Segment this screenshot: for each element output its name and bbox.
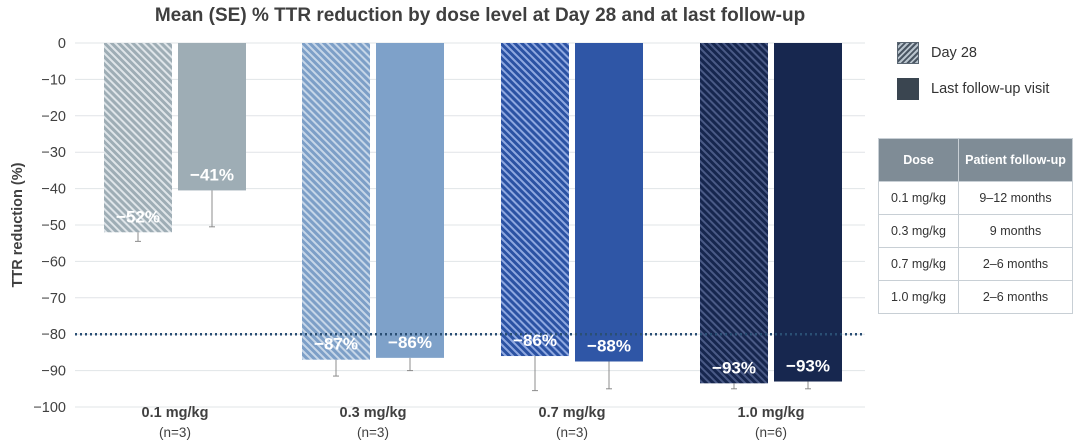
data-label: −86% [388, 333, 432, 352]
data-label: −93% [712, 358, 756, 377]
x-category-label: 1.0 mg/kg [738, 405, 805, 421]
table-header-follow-up: Patient follow-up [958, 138, 1073, 182]
bar-day-28 [700, 43, 768, 384]
x-category-n: (n=3) [159, 425, 191, 440]
table-cell-follow-up: 2–6 months [958, 247, 1073, 281]
bar-last-follow-up [376, 43, 444, 358]
table-cell-dose: 0.7 mg/kg [878, 247, 959, 281]
bar-last-follow-up [575, 43, 643, 362]
legend-swatch-solid [897, 78, 919, 100]
y-tick-label: −40 [41, 182, 66, 198]
table-row: 0.3 mg/kg 9 months [878, 214, 1073, 248]
bar-day-28 [104, 43, 172, 233]
table-cell-follow-up: 9–12 months [958, 181, 1073, 215]
table-header-dose: Dose [878, 138, 959, 182]
bar-day-28 [302, 43, 370, 360]
y-tick-label: −20 [41, 109, 66, 125]
data-label: −86% [513, 331, 557, 350]
bar-chart: −52% −87% −86% −93% −41% −86% −88% −93% 0 −10 −20… [10, 36, 865, 440]
bar-last-follow-up [774, 43, 842, 382]
x-category-label: 0.3 mg/kg [340, 405, 407, 421]
y-tick-label: −30 [41, 145, 66, 161]
table-cell-dose: 0.1 mg/kg [878, 181, 959, 215]
table-row: 0.1 mg/kg 9–12 months [878, 181, 1073, 215]
y-tick-label: −80 [41, 327, 66, 343]
data-label: −88% [587, 337, 631, 356]
legend-label: Day 28 [931, 45, 977, 61]
chart-title: Mean (SE) % TTR reduction by dose level … [154, 5, 806, 26]
legend-label: Last follow-up visit [931, 81, 1050, 97]
y-tick-label: −100 [33, 400, 66, 416]
y-tick-label: −60 [41, 254, 66, 270]
data-label: −87% [314, 335, 358, 354]
table-cell-dose: 1.0 mg/kg [878, 280, 959, 314]
data-label: −52% [116, 207, 160, 226]
y-tick-label: −10 [41, 72, 66, 88]
legend-item-last-follow-up: Last follow-up visit [897, 78, 1080, 102]
bar-day-28 [501, 43, 569, 357]
y-tick-label: −70 [41, 291, 66, 307]
legend-swatch-hatched [897, 42, 919, 64]
legend-item-day-28: Day 28 [897, 42, 1080, 66]
x-category-label: 0.7 mg/kg [539, 405, 606, 421]
data-label: −93% [786, 357, 830, 376]
table-cell-follow-up: 2–6 months [958, 280, 1073, 314]
table-header-row: Dose Patient follow-up [878, 138, 1073, 182]
follow-up-table: Dose Patient follow-up 0.1 mg/kg 9–12 mo… [878, 138, 1073, 314]
data-label: −41% [190, 165, 234, 184]
y-axis-label: TTR reduction (%) [10, 162, 26, 287]
table-row: 0.7 mg/kg 2–6 months [878, 247, 1073, 281]
y-tick-label: −50 [41, 218, 66, 234]
table-cell-dose: 0.3 mg/kg [878, 214, 959, 248]
y-tick-label: −90 [41, 364, 66, 380]
table-cell-follow-up: 9 months [958, 214, 1073, 248]
x-category-n: (n=6) [755, 425, 787, 440]
x-category-n: (n=3) [357, 425, 389, 440]
x-category-label: 0.1 mg/kg [142, 405, 209, 421]
table-row: 1.0 mg/kg 2–6 months [878, 280, 1073, 314]
y-tick-label: 0 [58, 36, 66, 52]
bar-last-follow-up [178, 43, 246, 191]
x-category-n: (n=3) [556, 425, 588, 440]
